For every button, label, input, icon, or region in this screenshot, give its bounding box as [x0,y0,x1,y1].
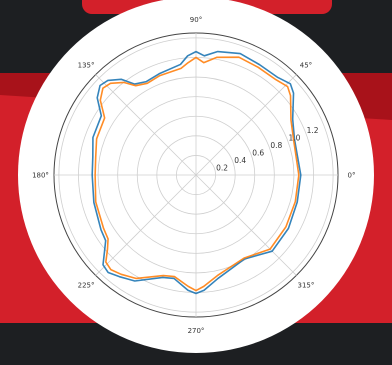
theta-tick-label: 180° [32,172,49,180]
grid-spoke [195,74,297,176]
tick-labels: 0° 45° 90° 135° 180° 225° 270° 315° 0.2 0.4 0.6 0.8… [32,16,355,335]
radial-tick-label: 0.4 [234,156,246,165]
radial-tick-label: 0.8 [270,141,282,150]
series-group [91,50,302,295]
series-line-1 [91,50,302,295]
grid-spoke [195,174,297,276]
radial-tick-label: 0.2 [216,164,228,173]
polar-grid [53,32,339,318]
radial-tick-label: 1.2 [307,126,319,135]
grid-spoke [95,74,197,176]
radial-tick-label: 0.6 [252,149,264,158]
radial-tick-label: 1.0 [288,134,300,143]
series-line-2 [94,56,300,292]
theta-tick-label: 315° [298,281,315,289]
theta-tick-label: 0° [348,172,356,180]
theta-tick-label: 90° [190,16,202,24]
theta-tick-label: 225° [78,281,95,289]
grid-spoke [95,174,197,276]
theta-tick-label: 45° [300,62,312,70]
theta-tick-label: 135° [78,62,95,70]
theta-tick-label: 270° [188,327,205,335]
